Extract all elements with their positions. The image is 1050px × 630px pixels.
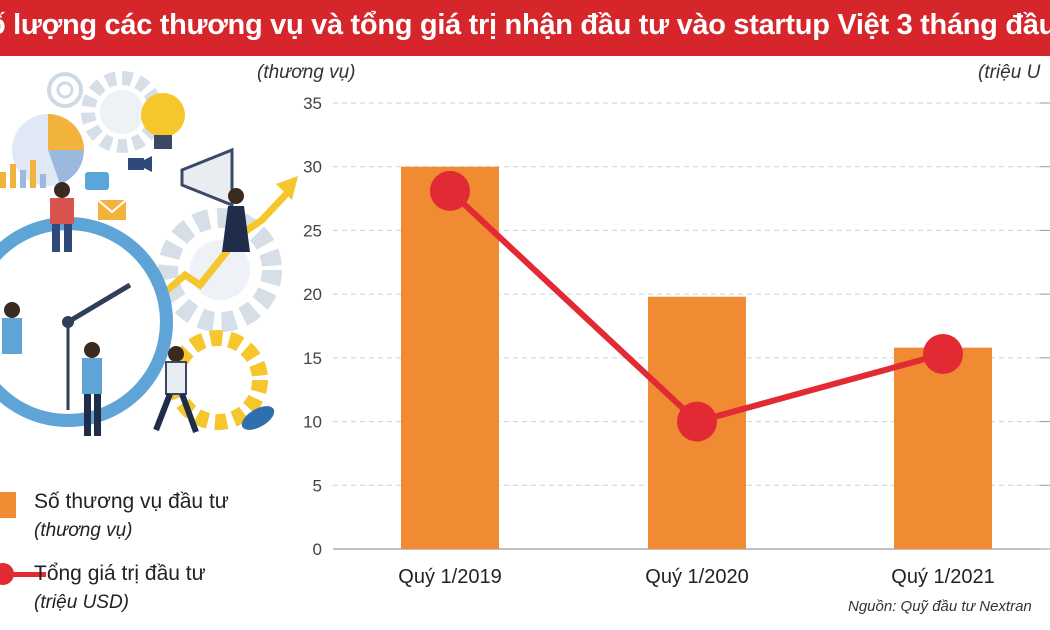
legend-line-label: Tổng giá trị đầu tư [34,562,206,585]
bar [894,347,992,549]
y-tick-label: 0 [313,540,322,559]
x-tick-label: Quý 1/2019 [398,566,501,588]
y-tick-label: 25 [303,221,322,240]
chart-title: ố lượng các thương vụ và tổng giá trị nh… [0,9,1050,41]
y-tick-label: 30 [303,158,322,177]
growth-arrow-icon [147,176,298,308]
line-point [677,401,717,442]
left-axis-unit: (thương vụ) [257,62,356,83]
x-tick-label: Quý 1/2021 [891,566,994,588]
target-icon [47,72,83,108]
y-tick-label: 35 [303,94,322,113]
mail-icon [97,199,127,220]
clock-icon [0,217,173,427]
y-tick-label: 20 [303,285,322,304]
large-gear-icon [158,208,282,332]
x-axis-labels: Quý 1/2019 Quý 1/2020 Quý 1/2021 [398,566,994,588]
legend-bar-swatch [0,492,16,518]
x-tick-label: Quý 1/2020 [645,566,748,588]
y-axis-ticks: 0 5 10 15 20 25 30 35 [303,94,322,559]
legend-line-swatch [0,563,46,585]
y-tick-label: 10 [303,413,322,432]
y-tick-label: 15 [303,349,322,368]
y-tick-label: 5 [313,476,322,495]
lightbulb-icon [141,93,185,149]
right-axis-unit: (triệu U [978,62,1041,83]
illustration [0,71,298,436]
value-line [430,170,963,442]
video-camera-icon [128,156,152,172]
megaphone-icon [180,147,234,208]
chat-icon [85,172,109,190]
yellow-gear-icon [168,330,268,430]
bar-graph-icon [0,160,46,188]
line-point [923,334,963,375]
right-axis-ticks [1040,102,1050,550]
leaf-icon [241,406,275,430]
legend-bar-label: Số thương vụ đầu tư [34,490,229,513]
source-note: Nguồn: Quỹ đầu tư Nextran [848,598,1032,615]
legend-line-unit: (triệu USD) [34,592,130,613]
line-point [430,170,470,211]
title-bar: ố lượng các thương vụ và tổng giá trị nh… [0,0,1050,56]
person-figures [2,182,250,436]
legend-bar-unit: (thương vụ) [34,520,133,541]
bar [401,166,499,549]
